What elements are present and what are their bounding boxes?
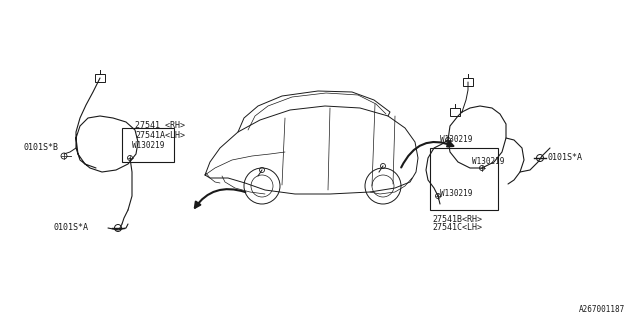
Text: W130219: W130219 [440,135,472,145]
Bar [122,128,174,162]
Text: W130219: W130219 [472,157,504,166]
Text: 27541C<LH>: 27541C<LH> [432,223,482,233]
Text: 27541 <RH>: 27541 <RH> [135,121,185,130]
Text: 0101S*A: 0101S*A [53,223,88,233]
Text: 0101S*B: 0101S*B [24,143,59,153]
Bar [95,74,105,82]
Text: W130219: W130219 [440,189,472,198]
Text: A267001187: A267001187 [579,305,625,314]
Bar [463,78,473,86]
Text: W130219: W130219 [132,140,164,149]
Text: 27541A<LH>: 27541A<LH> [135,131,185,140]
Text: 0101S*A: 0101S*A [548,154,583,163]
Bar [450,108,460,116]
Text: 27541B<RH>: 27541B<RH> [432,215,482,225]
Bar [430,148,498,210]
